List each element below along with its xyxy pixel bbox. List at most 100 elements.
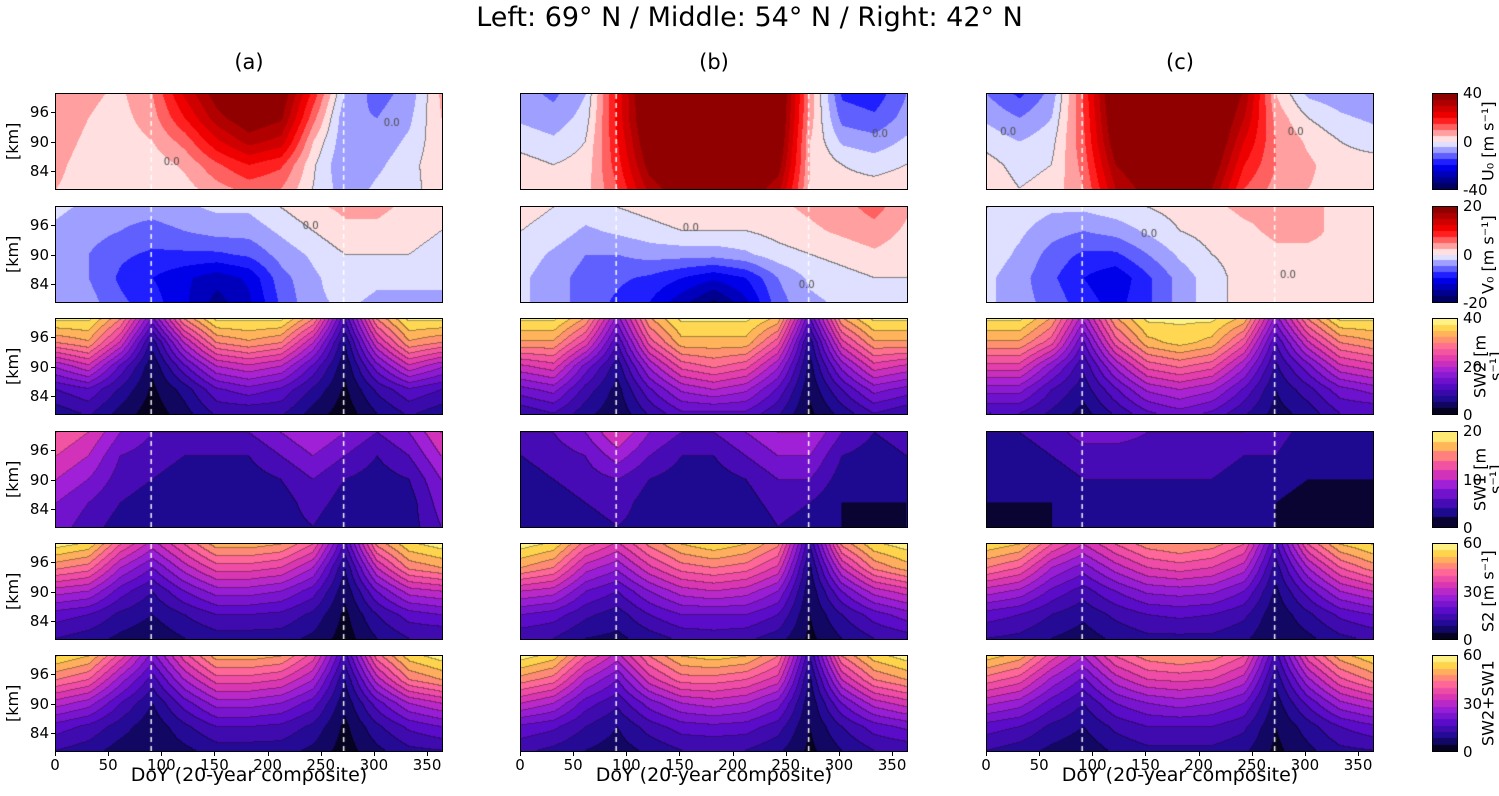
y-tick-mark — [51, 170, 55, 172]
colorbar-tick-label: 20 — [1463, 422, 1483, 440]
panel-U0-b — [520, 93, 908, 190]
x-tick-mark — [214, 752, 216, 756]
y-tick-mark — [51, 732, 55, 734]
figure-title: Left: 69° N / Middle: 54° N / Right: 42°… — [476, 2, 1023, 33]
colorbar-gradient-U0 — [1433, 94, 1457, 189]
column-label-c: (c) — [1166, 50, 1194, 74]
x-tick-label: 200 — [718, 756, 747, 774]
x-tick-mark — [520, 752, 521, 756]
x-tick-mark — [1251, 752, 1253, 756]
x-tick-label: 0 — [50, 756, 60, 774]
y-tick-mark — [51, 562, 55, 564]
y-tick-mark — [51, 395, 55, 397]
y-tick-mark — [51, 620, 55, 622]
heatmap-SW2-c — [987, 319, 1373, 414]
x-tick-label: 50 — [98, 756, 118, 774]
heatmap-V0-b — [521, 207, 907, 302]
y-tick-label: 84 — [29, 161, 49, 180]
y-tick-mark — [51, 366, 55, 368]
y-tick-label: 96 — [29, 328, 49, 347]
x-tick-mark — [626, 752, 628, 756]
x-tick-label: 50 — [1029, 756, 1049, 774]
panel-SW1-c — [986, 431, 1374, 528]
x-axis-label-b: DoY (20-year composite) — [595, 764, 833, 786]
panel-S2-c — [986, 543, 1374, 640]
colorbar-tick-label: -40 — [1463, 181, 1488, 199]
y-tick-mark — [51, 591, 55, 593]
x-tick-label: 250 — [306, 756, 336, 774]
colorbar-tick-label: 60 — [1463, 646, 1483, 664]
x-tick-mark — [838, 752, 840, 756]
y-tick-label: 90 — [29, 470, 49, 489]
y-tick-label: 84 — [29, 274, 49, 293]
x-tick-label: 350 — [412, 756, 442, 774]
colorbar-tick-label: 0 — [1463, 132, 1473, 151]
panel-SW1-a — [55, 431, 443, 528]
heatmap-SW2SW1-c — [987, 656, 1373, 751]
heatmap-U0-c — [987, 94, 1373, 189]
y-tick-mark — [51, 337, 55, 339]
row-label-SW2: SW2 [m s⁻¹] — [1470, 334, 1499, 399]
x-tick-label: 50 — [563, 756, 583, 774]
y-tick-label: 96 — [29, 665, 49, 684]
colorbar-tick-label: 40 — [1463, 309, 1483, 327]
colorbar-tick-label: 0 — [1463, 245, 1473, 264]
panel-SW2SW1-a — [55, 655, 443, 752]
y-tick-mark — [51, 479, 55, 481]
panel-SW2-a — [55, 318, 443, 415]
x-tick-label: 250 — [771, 756, 801, 774]
y-tick-label: 84 — [29, 723, 49, 742]
x-tick-label: 150 — [200, 756, 229, 774]
x-tick-mark — [55, 752, 56, 756]
colorbar-V0 — [1432, 206, 1458, 303]
colorbar-tick-label: -20 — [1463, 294, 1488, 312]
colorbar-tick-label: 0 — [1463, 743, 1473, 761]
x-tick-mark — [108, 752, 110, 756]
colorbar-U0 — [1432, 93, 1458, 190]
x-tick-label: 0 — [981, 756, 991, 774]
colorbar-S2 — [1432, 543, 1458, 640]
x-tick-mark — [732, 752, 734, 756]
y-tick-label: 90 — [29, 582, 49, 601]
heatmap-SW1-a — [56, 432, 442, 527]
panel-SW2-c — [986, 318, 1374, 415]
y-tick-label: 90 — [29, 357, 49, 376]
row-label-SW1: SW1 [m s⁻¹] — [1470, 447, 1499, 512]
colorbar-gradient-SW2 — [1433, 319, 1457, 414]
panel-V0-c — [986, 206, 1374, 303]
x-tick-mark — [161, 752, 163, 756]
x-tick-mark — [573, 752, 575, 756]
y-tick-label: 90 — [29, 132, 49, 151]
panel-V0-b — [520, 206, 908, 303]
panel-S2-b — [520, 543, 908, 640]
heatmap-U0-b — [521, 94, 907, 189]
x-tick-mark — [986, 752, 987, 756]
x-tick-mark — [1039, 752, 1041, 756]
x-tick-label: 300 — [824, 756, 854, 774]
colorbar-tick-label: 0 — [1463, 406, 1473, 424]
y-tick-mark — [51, 112, 55, 114]
colorbar-tick-label: 30 — [1463, 582, 1483, 601]
y-tick-label: 84 — [29, 386, 49, 405]
y-tick-label: 96 — [29, 103, 49, 122]
panel-U0-c — [986, 93, 1374, 190]
y-tick-mark — [51, 450, 55, 452]
row-label-SW2SW1: SW2+SW1 — [1478, 660, 1498, 747]
row-label-U0: U₀ [m s⁻¹] — [1478, 101, 1498, 182]
x-tick-label: 350 — [877, 756, 907, 774]
y-tick-mark — [51, 674, 55, 676]
panel-U0-a — [55, 93, 443, 190]
x-axis-label-c: DoY (20-year composite) — [1061, 764, 1299, 786]
heatmap-SW2-a — [56, 319, 442, 414]
colorbar-gradient-SW1 — [1433, 432, 1457, 527]
x-tick-label: 300 — [1290, 756, 1320, 774]
y-tick-mark — [51, 703, 55, 705]
y-tick-mark — [51, 508, 55, 510]
x-tick-mark — [679, 752, 681, 756]
heatmap-SW1-c — [987, 432, 1373, 527]
y-tick-mark — [51, 141, 55, 143]
colorbar-SW2SW1 — [1432, 655, 1458, 752]
panel-SW2SW1-b — [520, 655, 908, 752]
y-tick-label: 84 — [29, 611, 49, 630]
y-tick-label: 96 — [29, 441, 49, 460]
